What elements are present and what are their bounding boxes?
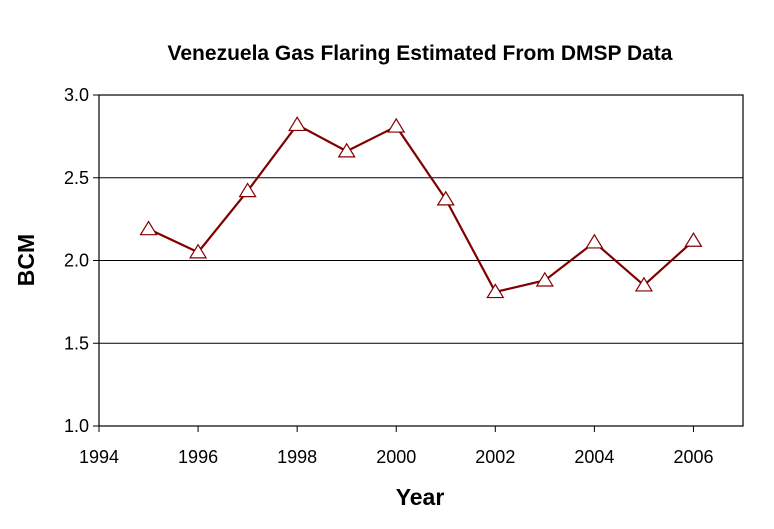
data-point-marker bbox=[238, 182, 257, 198]
y-tick-label: 2.5 bbox=[64, 168, 89, 188]
data-point-marker bbox=[387, 117, 406, 133]
x-tick-label: 2004 bbox=[574, 447, 614, 467]
data-point-marker bbox=[684, 231, 703, 247]
data-point-marker bbox=[486, 283, 505, 299]
y-tick-label: 1.0 bbox=[64, 416, 89, 436]
x-tick-label: 1996 bbox=[178, 447, 218, 467]
data-point-marker bbox=[436, 190, 455, 206]
data-point-marker bbox=[139, 220, 158, 236]
data-point-marker bbox=[535, 271, 554, 287]
y-axis-title: BCM bbox=[13, 234, 39, 286]
series-line bbox=[148, 123, 695, 294]
y-tick-label: 2.0 bbox=[64, 251, 89, 271]
data-point-marker bbox=[585, 233, 604, 249]
data-point-marker bbox=[634, 276, 653, 292]
x-tick-label: 2006 bbox=[673, 447, 713, 467]
x-tick-label: 2000 bbox=[376, 447, 416, 467]
data-point-marker bbox=[189, 243, 208, 259]
x-tick-label: 1994 bbox=[79, 447, 119, 467]
y-tick-label: 1.5 bbox=[64, 333, 89, 353]
axis-ticks: 1.0 1.5 2.0 2.5 3.0 1994 1996 1998 2000 2002 2004 2… bbox=[64, 85, 714, 467]
series-group bbox=[139, 116, 703, 299]
x-tick-label: 1998 bbox=[277, 447, 317, 467]
data-point-marker bbox=[288, 116, 307, 132]
x-axis-title: Year bbox=[396, 484, 445, 510]
chart-title: Venezuela Gas Flaring Estimated From DMS… bbox=[168, 42, 673, 65]
x-tick-label: 2002 bbox=[475, 447, 515, 467]
data-point-marker bbox=[337, 142, 356, 158]
y-tick-label: 3.0 bbox=[64, 85, 89, 105]
gridlines bbox=[99, 177, 743, 344]
